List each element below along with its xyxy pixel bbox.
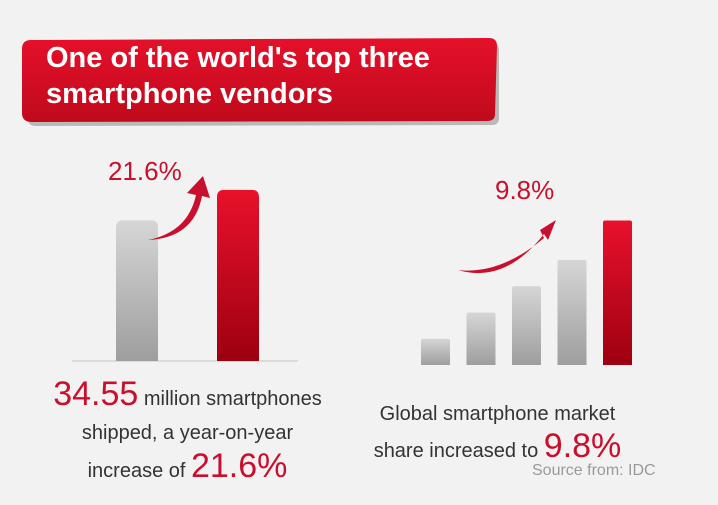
market-share-caption-line1: Global smartphone market: [379, 403, 616, 425]
share-text: share increased to: [373, 440, 544, 462]
chart1-growth-arrow: [148, 176, 210, 240]
share-value: 9.8%: [543, 427, 622, 465]
shipments-bar-chart: [72, 176, 298, 362]
shipments-caption-line3: increase of 21.6%: [0, 447, 375, 489]
market-share-caption-line2: share increased to 9.8%: [355, 427, 640, 469]
shipments-unit-text: million smartphones: [138, 388, 322, 410]
market-share-caption: Global smartphone market share increased…: [355, 398, 640, 469]
banner-shape: [22, 38, 497, 122]
chart2-bar-3: [512, 286, 541, 365]
title-banner: [22, 38, 499, 126]
chart1-bar-1: [116, 220, 158, 361]
chart2-bar-1: [421, 338, 450, 365]
chart1-percent-label: 21.6%: [108, 156, 182, 186]
shipments-caption-line2: shipped, a year-on-year: [81, 422, 294, 444]
shipments-value: 34.55: [53, 375, 139, 413]
chart2-percent-label: 9.8%: [495, 175, 555, 205]
chart2-bar-4: [557, 259, 587, 365]
banner-title-line1: One of the world's top three: [46, 42, 430, 74]
chart2-growth-arrow: [458, 220, 556, 274]
source-note: Source from: IDC: [532, 462, 656, 479]
chart1-bar-2: [217, 189, 259, 361]
increase-text: increase of: [87, 460, 191, 482]
increase-value: 21.6%: [190, 447, 288, 485]
chart2-bar-5: [603, 220, 632, 365]
market-share-bar-chart: [421, 220, 632, 365]
shipments-caption-line1: 34.55 million smartphones: [0, 375, 375, 417]
chart2-bar-2: [466, 312, 496, 365]
banner-title-line2: smartphone vendors: [46, 78, 333, 110]
shipments-caption: 34.55 million smartphones shipped, a yea…: [0, 375, 375, 489]
